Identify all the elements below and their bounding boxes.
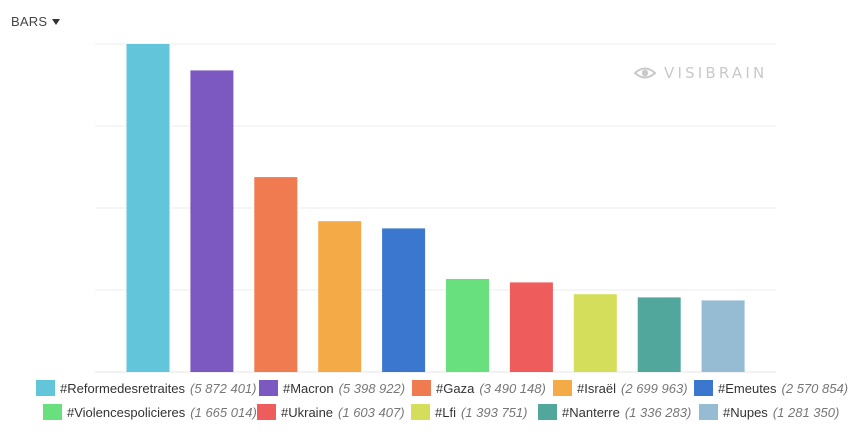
legend-label: #Emeutes	[718, 380, 777, 396]
legend-label: #Nanterre	[562, 404, 620, 420]
bar-gaza[interactable]	[254, 177, 298, 372]
chart-type-label: BARS	[11, 13, 48, 29]
legend-value: (5 398 922)	[338, 380, 406, 396]
legend-value: (1 281 350)	[772, 404, 840, 420]
bar-macron[interactable]	[190, 70, 234, 373]
legend-value: (1 336 283)	[624, 404, 692, 420]
legend-item-gaza[interactable]: #Gaza (3 490 148)	[412, 380, 546, 396]
legend-item-nupes[interactable]: #Nupes (1 281 350)	[699, 404, 839, 420]
legend-swatch	[694, 380, 713, 396]
legend-label: #Macron	[283, 380, 334, 396]
legend-swatch	[43, 404, 62, 420]
bar-ukraine[interactable]	[509, 282, 553, 372]
bar-nupes[interactable]	[701, 300, 745, 372]
watermark-text: VISIBRAIN	[664, 64, 768, 82]
bar-lfi[interactable]	[573, 294, 617, 372]
legend-label: #Nupes	[723, 404, 768, 420]
legend-swatch	[259, 380, 278, 396]
legend-item-macron[interactable]: #Macron (5 398 922)	[259, 380, 405, 396]
legend-item-israël[interactable]: #Israël (2 699 963)	[553, 380, 688, 396]
legend-label: #Violencespolicieres	[67, 404, 186, 420]
legend-item-reformedesretraites[interactable]: #Reformedesretraites (5 872 401)	[36, 380, 257, 396]
legend-item-emeutes[interactable]: #Emeutes (2 570 854)	[694, 380, 848, 396]
legend-swatch	[699, 404, 718, 420]
legend-swatch	[36, 380, 55, 396]
bar-violencespolicieres[interactable]	[446, 279, 489, 372]
legend-value: (5 872 401)	[190, 380, 257, 396]
legend-label: #Ukraine	[281, 404, 334, 420]
legend-label: #Gaza	[436, 380, 475, 396]
legend-swatch	[257, 404, 276, 420]
bar-israël[interactable]	[318, 221, 362, 372]
legend-label: #Israël	[577, 380, 617, 396]
legend-value: (1 665 014)	[190, 404, 257, 420]
bar-reformedesretraites[interactable]	[126, 44, 170, 372]
legend-value: (1 393 751)	[460, 404, 528, 420]
legend-label: #Lfi	[435, 404, 456, 420]
legend-value: (1 603 407)	[338, 404, 405, 420]
legend-value: (2 570 854)	[781, 380, 849, 396]
legend-item-nanterre[interactable]: #Nanterre (1 336 283)	[538, 404, 691, 420]
bar-emeutes[interactable]	[382, 228, 426, 372]
legend-item-ukraine[interactable]: #Ukraine (1 603 407)	[257, 404, 405, 420]
legend-value: (3 490 148)	[479, 380, 546, 396]
legend-swatch	[412, 380, 431, 396]
caret-down-icon	[52, 18, 61, 25]
chart-type-dropdown[interactable]: BARS	[11, 12, 61, 30]
watermark: VISIBRAIN	[634, 64, 767, 82]
legend-swatch	[411, 404, 430, 420]
legend-item-violencespolicieres[interactable]: #Violencespolicieres (1 665 014)	[43, 404, 257, 420]
legend-swatch	[553, 380, 572, 396]
legend-label: #Reformedesretraites	[60, 380, 185, 396]
legend-value: (2 699 963)	[621, 380, 688, 396]
bar-nanterre[interactable]	[637, 297, 681, 372]
legend-item-lfi[interactable]: #Lfi (1 393 751)	[411, 404, 527, 420]
legend-swatch	[538, 404, 557, 420]
eye-icon	[634, 67, 656, 79]
